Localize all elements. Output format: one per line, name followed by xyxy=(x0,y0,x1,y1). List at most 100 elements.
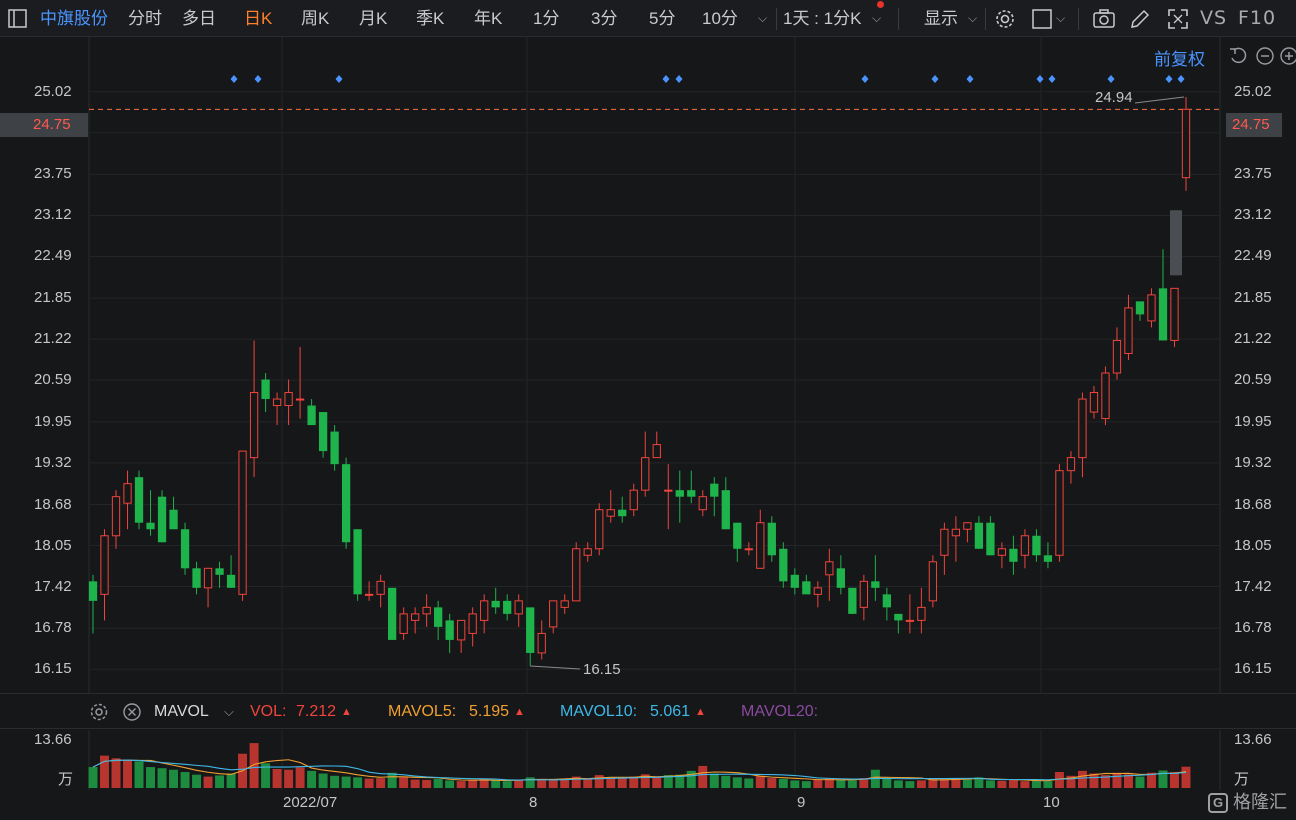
price-tick-left: 17.42 xyxy=(34,577,72,595)
candle-body xyxy=(1147,294,1156,322)
candle-body xyxy=(1089,392,1099,413)
price-tick-left: 23.75 xyxy=(34,165,72,183)
volume-bar xyxy=(560,778,570,788)
price-tick-left: 16.78 xyxy=(34,619,72,637)
tab-3min[interactable]: 3分 xyxy=(591,9,618,28)
volume-bar xyxy=(353,777,363,788)
tab-weekly-k[interactable]: 周K xyxy=(301,9,330,28)
candle xyxy=(940,522,949,575)
candle-body xyxy=(790,574,799,588)
indicator-chevron-icon[interactable]: ⌵ xyxy=(224,704,234,719)
candle-body xyxy=(537,632,546,654)
price-tick-right: 22.49 xyxy=(1234,247,1272,265)
pencil-icon[interactable] xyxy=(1128,7,1152,31)
display-chevron-icon[interactable]: ⌵ xyxy=(968,11,978,25)
candle xyxy=(503,594,512,621)
volume-bar xyxy=(709,773,719,788)
candle xyxy=(1158,249,1168,341)
high-leader-line xyxy=(1134,96,1185,104)
price-tick-right: 18.05 xyxy=(1234,536,1272,554)
event-marker-icon xyxy=(1036,75,1044,83)
multi-period-chevron-icon[interactable]: ⌵ xyxy=(872,11,882,25)
mavol10-value: 5.061 xyxy=(650,703,691,720)
sidebar-toggle-icon[interactable] xyxy=(6,7,30,31)
volume-bar xyxy=(1031,780,1041,788)
indicator-name[interactable]: MAVOL xyxy=(154,703,209,720)
stock-name[interactable]: 中旗股份 xyxy=(40,9,108,28)
candle xyxy=(1101,366,1110,426)
vs-compare-button[interactable]: VS xyxy=(1200,7,1228,29)
candle xyxy=(871,555,880,601)
tab-quarterly-k[interactable]: 季K xyxy=(416,9,445,28)
candle-body xyxy=(1078,398,1087,459)
volume-bar xyxy=(882,778,892,788)
candle-body xyxy=(169,509,178,530)
candle-body xyxy=(1043,555,1053,562)
candle xyxy=(341,457,351,549)
layout-chevron-icon[interactable]: ⌵ xyxy=(1056,11,1066,25)
multi-period-selector[interactable]: 1天 : 1分K xyxy=(783,9,862,28)
volume-bar xyxy=(617,778,627,788)
price-tick-left: 19.32 xyxy=(34,453,72,471)
volume-bar xyxy=(376,778,386,788)
adjust-mode-button[interactable]: 前复权 xyxy=(1154,50,1205,69)
f10-button[interactable]: F10 xyxy=(1238,7,1277,29)
tab-yearly-k[interactable]: 年K xyxy=(474,9,503,28)
x-label-jul: 2022/07 xyxy=(283,794,338,811)
zoom-in-icon[interactable] xyxy=(1279,46,1296,66)
candle xyxy=(203,567,213,608)
candle xyxy=(687,470,696,504)
zoom-out-icon[interactable] xyxy=(1255,46,1275,66)
volume-bar xyxy=(123,759,133,788)
undo-icon[interactable] xyxy=(1228,46,1248,66)
tab-10min[interactable]: 10分 xyxy=(702,9,738,28)
divider xyxy=(898,8,899,30)
candle xyxy=(226,555,236,588)
volume-bar xyxy=(249,743,259,788)
price-tick-left: 18.05 xyxy=(34,536,72,554)
tab-5min[interactable]: 5分 xyxy=(649,9,676,28)
tab-intraday[interactable]: 分时 xyxy=(128,9,162,28)
volume-chart[interactable] xyxy=(0,730,1296,790)
indicator-close-icon[interactable] xyxy=(121,694,143,730)
volume-bar xyxy=(1043,781,1053,788)
tab-daily-k[interactable]: 日K xyxy=(244,9,273,28)
candlestick-chart[interactable] xyxy=(0,37,1296,693)
volume-bar xyxy=(1181,766,1191,788)
notification-dot xyxy=(877,1,884,8)
tab-multi-day[interactable]: 多日 xyxy=(182,9,216,28)
candle-body xyxy=(192,568,201,588)
volume-bar xyxy=(1008,780,1018,788)
candle-body xyxy=(215,568,224,575)
candle-body xyxy=(387,587,397,640)
indicator-settings-gear-icon[interactable] xyxy=(88,694,110,730)
price-tick-right: 25.02 xyxy=(1234,82,1272,100)
candle xyxy=(261,372,270,413)
volume-bar xyxy=(985,780,995,788)
candle xyxy=(318,412,328,458)
candle-body xyxy=(572,548,581,602)
gear-icon[interactable] xyxy=(993,7,1017,31)
candle xyxy=(1147,288,1156,328)
candle-body xyxy=(560,600,569,608)
candle xyxy=(894,613,903,634)
fullscreen-icon[interactable] xyxy=(1166,7,1190,31)
candle-body xyxy=(468,613,477,634)
candle-body xyxy=(629,489,638,511)
candle-body xyxy=(928,561,938,602)
display-menu[interactable]: 显示 xyxy=(924,9,958,28)
price-tick-right: 21.22 xyxy=(1234,330,1272,348)
candle-body xyxy=(157,496,167,543)
layout-square-icon[interactable] xyxy=(1030,7,1054,31)
tab-monthly-k[interactable]: 月K xyxy=(359,9,388,28)
camera-icon[interactable] xyxy=(1092,7,1116,31)
candle-body xyxy=(353,529,362,595)
candle-body xyxy=(583,548,592,556)
volume-bar xyxy=(410,779,420,788)
period-more-chevron-icon[interactable]: ⌵ xyxy=(758,11,768,25)
volume-bar xyxy=(652,777,662,788)
candle-body xyxy=(698,496,707,511)
tab-1min[interactable]: 1分 xyxy=(533,9,560,28)
volume-bar xyxy=(203,776,213,788)
candle-body xyxy=(514,600,523,615)
